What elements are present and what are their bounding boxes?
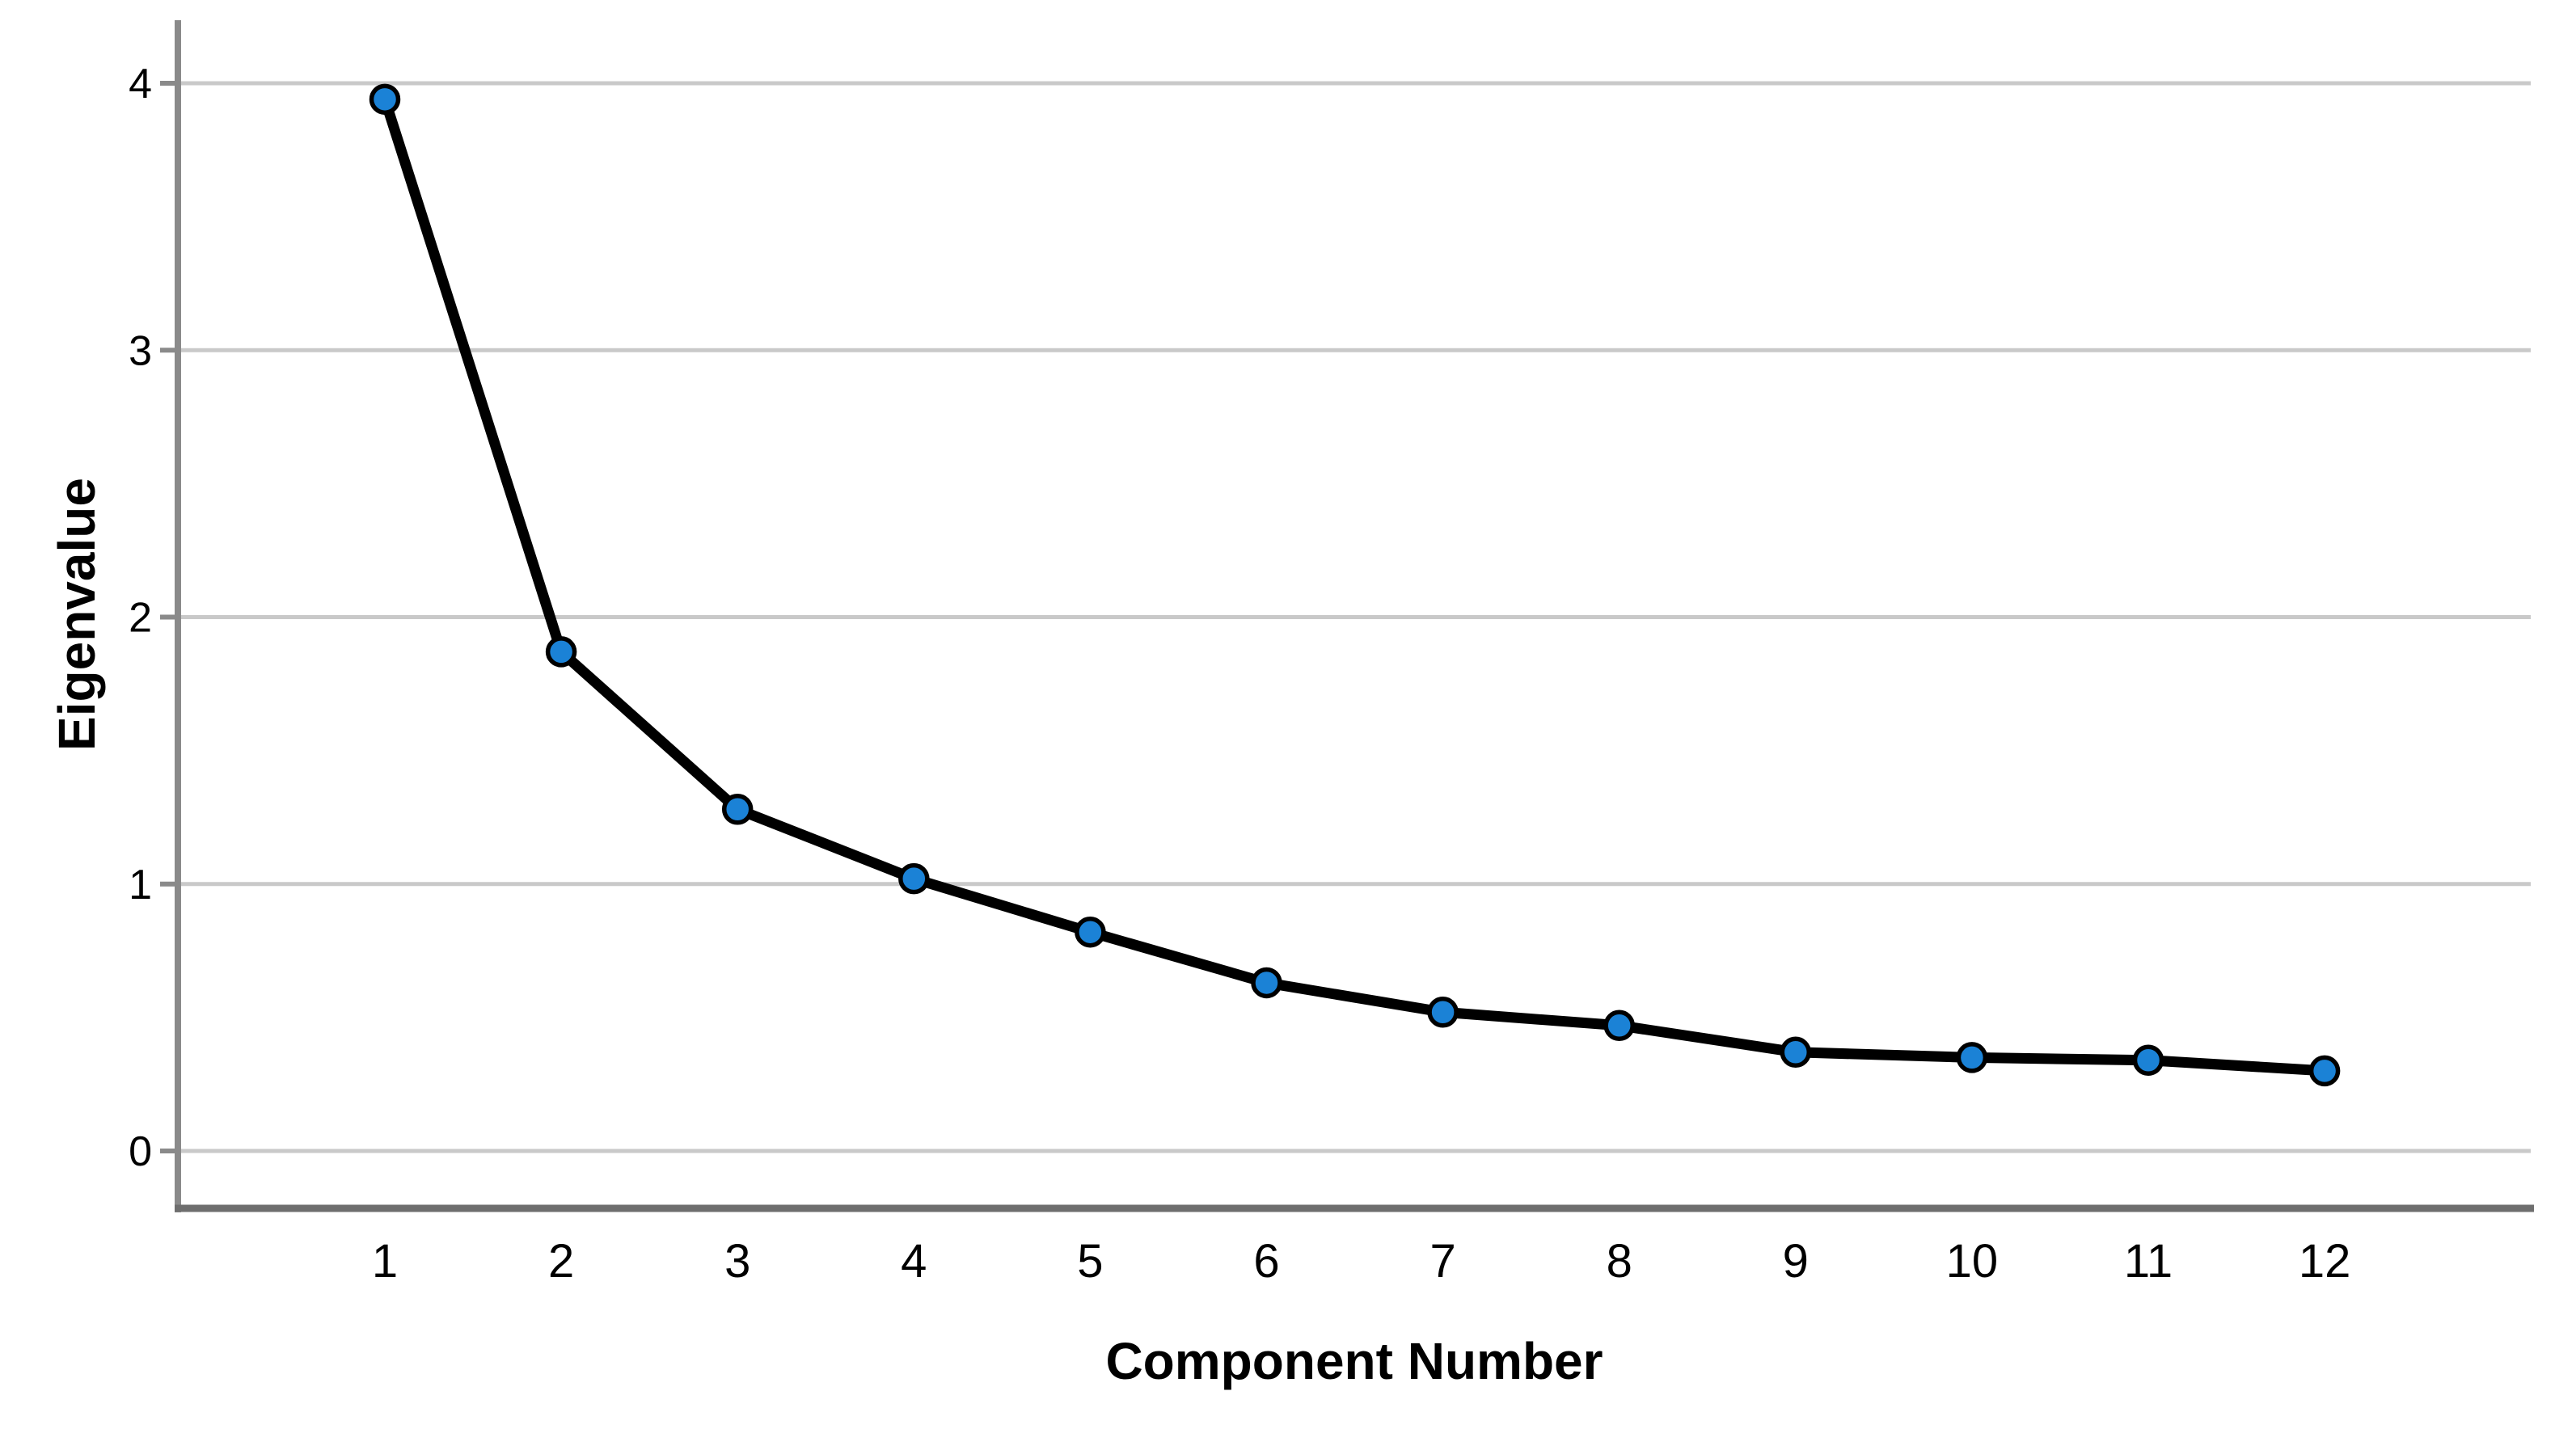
data-point <box>1780 1036 1812 1069</box>
x-tick-label: 11 <box>2124 1235 2173 1288</box>
data-point <box>1251 967 1282 999</box>
data-point <box>1956 1042 1988 1073</box>
data-point <box>1427 997 1459 1028</box>
x-tick-label: 4 <box>901 1235 927 1288</box>
y-tick-label: 4 <box>129 61 152 107</box>
x-axis-title: Component Number <box>1105 1332 1603 1390</box>
data-point <box>2132 1044 2164 1076</box>
data-point <box>721 794 754 825</box>
y-tick-label: 3 <box>129 327 152 374</box>
x-tick-label: 1 <box>372 1235 398 1288</box>
data-point <box>2308 1055 2341 1087</box>
y-axis-title: Eigenvalue <box>48 478 106 751</box>
x-tick-label: 8 <box>1607 1235 1632 1288</box>
x-tick-label: 2 <box>548 1235 574 1288</box>
y-tick-label: 0 <box>129 1128 152 1175</box>
y-tick-label: 2 <box>129 595 152 642</box>
x-tick-label: 10 <box>1946 1235 1999 1288</box>
data-point <box>898 862 930 895</box>
x-tick-label: 9 <box>1783 1235 1809 1288</box>
y-tick-label: 1 <box>129 862 152 908</box>
x-tick-label: 3 <box>724 1235 750 1288</box>
data-point <box>545 636 577 668</box>
x-tick-label: 5 <box>1077 1235 1103 1288</box>
x-tick-label: 6 <box>1253 1235 1279 1288</box>
data-point <box>369 83 401 116</box>
x-axis-tick-labels: 1 2 3 4 5 6 7 8 9 10 11 12 <box>372 1235 2350 1288</box>
eigenvalue-series <box>369 83 2341 1087</box>
x-tick-label: 12 <box>2299 1235 2351 1288</box>
data-point <box>1603 1010 1635 1042</box>
y-axis-tick-labels: 0 1 2 3 4 <box>129 61 152 1175</box>
scree-line <box>379 94 2330 1077</box>
gridlines <box>178 81 2531 1153</box>
x-tick-label: 7 <box>1429 1235 1455 1288</box>
data-point <box>1075 916 1106 948</box>
